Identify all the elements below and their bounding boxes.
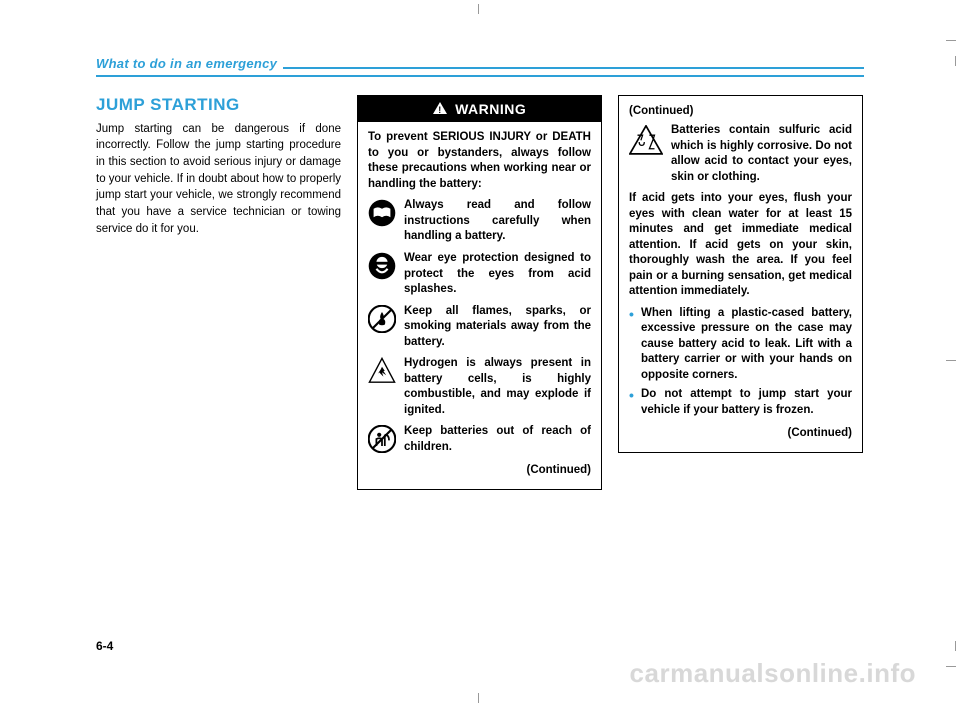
- intro-paragraph: Jump starting can be dangerous if done i…: [96, 121, 341, 238]
- keep-from-children-icon: [368, 425, 396, 453]
- warning-box: ! WARNING To prevent SERIOUS INJURY or D…: [357, 95, 602, 490]
- column-1: JUMP STARTING Jump starting can be dange…: [96, 95, 341, 490]
- warning-triangle-icon: !: [433, 101, 451, 117]
- watermark: carmanualsonline.info: [630, 658, 916, 689]
- warning-bar: ! WARNING: [358, 96, 601, 123]
- section-title: JUMP STARTING: [96, 95, 341, 115]
- warning-item: Always read and follow instructions care…: [368, 198, 591, 245]
- svg-text:!: !: [438, 105, 442, 114]
- page-content: What to do in an emergency JUMP STARTING…: [96, 56, 864, 490]
- warning-item-text: Keep all flames, sparks, or smoking mate…: [404, 304, 591, 351]
- list-item: Do not attempt to jump start your vehicl…: [629, 387, 852, 418]
- bullet-list: When lifting a plastic-cased battery, ex…: [629, 306, 852, 419]
- acid-warning-text: Batteries contain sulfuric acid which is…: [671, 123, 852, 185]
- explosion-icon: [368, 357, 396, 385]
- warning-item-text: Always read and follow instructions care…: [404, 198, 591, 245]
- acid-warning-row: Batteries contain sulfuric acid which is…: [629, 123, 852, 185]
- warning-item: Hydrogen is always present in battery ce…: [368, 356, 591, 418]
- continued-label: (Continued): [629, 426, 852, 442]
- warning-lead: To prevent SERIOUS INJURY or DEATH to yo…: [368, 130, 591, 192]
- warning-item-text: Hydrogen is always present in battery ce…: [404, 356, 591, 418]
- no-flame-icon: [368, 305, 396, 333]
- head-rule-short: [283, 67, 864, 69]
- running-head: What to do in an emergency: [96, 56, 277, 71]
- list-item: When lifting a plastic-cased battery, ex…: [629, 306, 852, 384]
- column-3: (Continued) Batteries contain sulfuric a…: [618, 95, 863, 490]
- head-rule-full: [96, 75, 864, 77]
- eye-protection-icon: [368, 252, 396, 280]
- columns: JUMP STARTING Jump starting can be dange…: [96, 95, 864, 490]
- continued-box: (Continued) Batteries contain sulfuric a…: [618, 95, 863, 453]
- warning-item: Wear eye protection designed to protect …: [368, 251, 591, 298]
- read-manual-icon: [368, 199, 396, 227]
- continued-label: (Continued): [368, 463, 591, 479]
- running-head-row: What to do in an emergency: [96, 56, 864, 71]
- continued-head: (Continued): [629, 104, 852, 120]
- warning-item: Keep all flames, sparks, or smoking mate…: [368, 304, 591, 351]
- eye-flush-warning: If acid gets into your eyes, flush your …: [629, 191, 852, 300]
- warning-item-text: Wear eye protection designed to protect …: [404, 251, 591, 298]
- page-number: 6-4: [96, 639, 113, 653]
- warning-item: Keep batteries out of reach of children.: [368, 424, 591, 455]
- corrosive-icon: [629, 125, 663, 155]
- warning-item-text: Keep batteries out of reach of children.: [404, 424, 591, 455]
- warning-label: WARNING: [455, 101, 526, 117]
- column-2: ! WARNING To prevent SERIOUS INJURY or D…: [357, 95, 602, 490]
